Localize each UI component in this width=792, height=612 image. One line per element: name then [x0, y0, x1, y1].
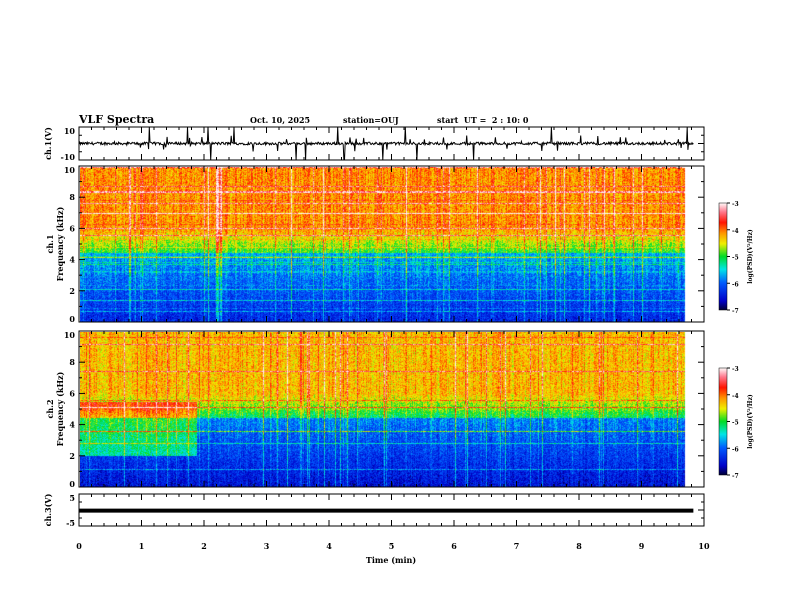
x-tick-label: 6 — [451, 541, 457, 551]
y-tick-label: 10 — [64, 165, 76, 175]
panel-frame-2 — [78, 165, 705, 323]
ch1-spectrogram-heatmap — [80, 167, 694, 322]
x-tick-label: 5 — [389, 541, 395, 551]
x-tick-label: 3 — [264, 541, 270, 551]
y-tick-label: 4 — [69, 255, 75, 265]
colorbar-tick-label: -3 — [732, 366, 739, 373]
x-tick-label: 4 — [326, 541, 332, 551]
x-tick-label: 1 — [139, 541, 145, 551]
y-tick-label: 8 — [69, 192, 75, 202]
y-axis-label: ch.1(V) — [43, 127, 53, 160]
x-axis-label: Time (min) — [366, 555, 416, 565]
ch2-spectrogram-heatmap — [80, 332, 694, 487]
y-tick-label: 2 — [69, 451, 75, 461]
ch2-colorbar — [719, 368, 727, 475]
colorbar-frame — [718, 367, 728, 476]
date-label: Oct. 10, 2025 — [250, 115, 310, 125]
colorbar-tick-label: -5 — [732, 420, 739, 427]
x-tick-label: 2 — [201, 541, 207, 551]
y-tick-label: 10 — [64, 330, 76, 340]
y-tick-label: 6 — [69, 388, 75, 398]
y-axis-label-line: Frequency (kHz) — [55, 371, 65, 446]
x-tick-label: 9 — [639, 541, 645, 551]
colorbar-label: log(PSD)(V²/Hz) — [747, 229, 754, 284]
colorbar-tick-label: -6 — [732, 446, 739, 453]
colorbar-tick-label: -7 — [732, 308, 739, 315]
colorbar-tick-label: -4 — [732, 393, 739, 400]
y-tick-label: 0 — [69, 314, 75, 324]
x-tick-label: 7 — [514, 541, 520, 551]
y-axis-label-line: ch.2 — [45, 399, 55, 418]
y-tick-label: -5 — [66, 518, 75, 528]
colorbar-tick-label: -3 — [732, 201, 739, 208]
y-tick-label: 8 — [69, 357, 75, 367]
y-axis-label: ch.2Frequency (kHz) — [45, 371, 65, 446]
colorbar-tick-label: -7 — [732, 473, 739, 480]
ch1-waveform-line — [78, 126, 694, 161]
panel-frame-3 — [78, 330, 705, 488]
x-tick-label: 10 — [698, 541, 710, 551]
ch1-colorbar — [719, 203, 727, 310]
colorbar-tick-label: -5 — [732, 255, 739, 262]
y-tick-label: 2 — [69, 286, 75, 296]
y-tick-label: 4 — [69, 420, 75, 430]
y-axis-label: ch.1Frequency (kHz) — [45, 206, 65, 281]
x-tick-label: 8 — [576, 541, 582, 551]
y-axis-label-line: Frequency (kHz) — [55, 206, 65, 281]
colorbar-tick-label: -4 — [732, 228, 739, 235]
colorbar-frame — [718, 202, 728, 311]
y-axis-label-line: ch.1 — [45, 234, 55, 253]
colorbar-label: log(PSD)(V²/Hz) — [747, 394, 754, 449]
start-time-label: start UT = 2 : 10: 0 — [437, 115, 529, 125]
y-tick-label: 6 — [69, 223, 75, 233]
x-tick-label: 0 — [76, 541, 82, 551]
figure-title: VLF Spectra — [78, 113, 154, 126]
y-tick-label: -10 — [61, 152, 76, 162]
y-tick-label: 5 — [69, 493, 75, 503]
y-axis-label: ch.3(V) — [43, 493, 53, 526]
y-tick-label: 0 — [69, 479, 75, 489]
y-tick-label: 10 — [64, 126, 76, 136]
station-label: station=OUJ — [343, 115, 399, 125]
colorbar-tick-label: -6 — [732, 281, 739, 288]
